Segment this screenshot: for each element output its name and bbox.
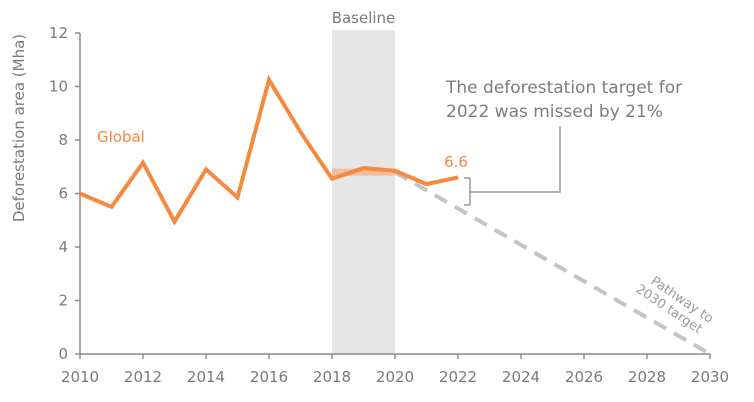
x-tick-label: 2028 xyxy=(628,368,666,386)
global-series-line xyxy=(79,74,459,226)
pathway-label: Pathway to 2030 target xyxy=(633,274,716,337)
callout-line-1: The deforestation target for xyxy=(445,78,682,98)
global-series-label: Global xyxy=(97,128,145,146)
x-tick-label: 2030 xyxy=(691,368,729,386)
x-tick-label: 2018 xyxy=(313,368,351,386)
y-tick-label: 2 xyxy=(58,292,68,310)
y-tick-label: 12 xyxy=(49,24,68,42)
x-tick-label: 2024 xyxy=(502,368,540,386)
x-tick-label: 2026 xyxy=(565,368,603,386)
callout-bracket xyxy=(464,126,561,206)
value-2022-label: 6.6 xyxy=(444,153,468,171)
y-tick-label: 8 xyxy=(58,131,68,149)
y-tick-label: 6 xyxy=(58,185,68,203)
x-tick-label: 2016 xyxy=(250,368,288,386)
baseline-label: Baseline xyxy=(332,9,396,27)
y-axis-title: Deforestation area (Mha) xyxy=(10,34,28,222)
x-tick-label: 2010 xyxy=(61,368,99,386)
x-tick-label: 2022 xyxy=(439,368,477,386)
pathway-line xyxy=(393,170,712,356)
y-tick-label: 4 xyxy=(58,238,68,256)
y-tick-label: 10 xyxy=(49,78,68,96)
y-tick-label: 0 xyxy=(58,345,68,363)
x-tick-label: 2020 xyxy=(376,368,414,386)
axes: 0 2 4 6 8 10 12 2010 2012 2014 2016 2018 2020 2022 202… xyxy=(49,24,729,386)
baseline-band xyxy=(332,30,395,354)
x-tick-label: 2014 xyxy=(187,368,225,386)
callout-line-2: 2022 was missed by 21% xyxy=(446,102,663,122)
x-tick-label: 2012 xyxy=(124,368,162,386)
